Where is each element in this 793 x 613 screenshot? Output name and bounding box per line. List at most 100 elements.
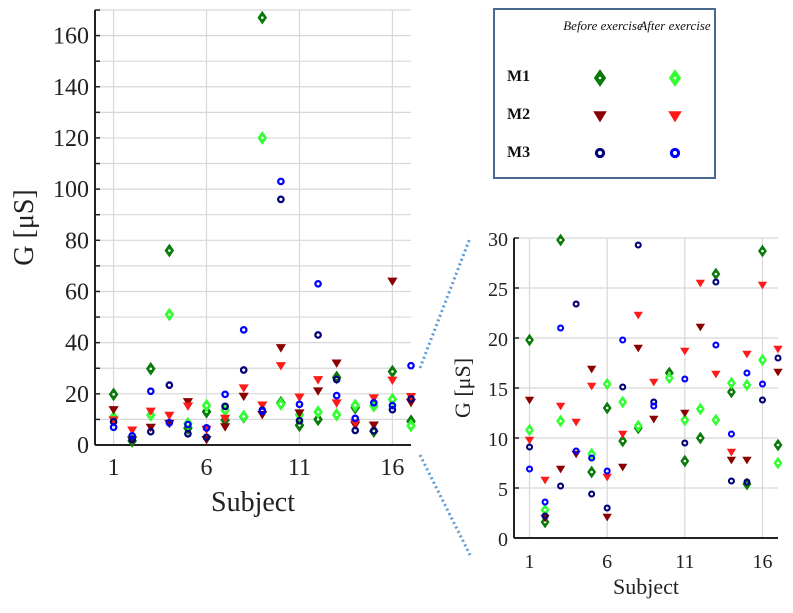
- inset-point-m1-after-exercise-center: [683, 418, 687, 422]
- inset-point-m3-after-exercise: [526, 465, 534, 473]
- main-point-m3-after-exercise: [202, 424, 211, 432]
- main-point-m2-before-exercise: [182, 398, 194, 407]
- main-point-m3-after-exercise: [184, 420, 192, 429]
- main-point-m2-after-exercise: [350, 419, 361, 428]
- main-y-tick-label: 40: [65, 331, 89, 357]
- main-point-m1-after-exercise-center: [168, 313, 171, 316]
- inset-point-m2-after-exercise: [649, 378, 659, 387]
- inset-y-tick-label: 25: [488, 279, 508, 301]
- inset-point-m2-after-exercise: [711, 370, 721, 379]
- main-point-m3-before-exercise: [221, 402, 229, 411]
- legend-markers: [593, 69, 682, 159]
- inset-point-m2-before-exercise: [773, 368, 783, 377]
- inset-point-m1-before-exercise-center: [621, 439, 625, 443]
- inset-point-m3-after-exercise: [603, 467, 611, 475]
- main-point-m1-after-exercise-center: [353, 404, 357, 407]
- main-point-m2-after-exercise: [257, 401, 268, 410]
- main-point-m3-before-exercise: [184, 429, 192, 438]
- inset-y-tick-label: 20: [488, 329, 508, 351]
- legend-marker-m2-after-exercise: [668, 111, 682, 123]
- legend-label-m2: M2: [507, 106, 531, 123]
- inset-y-tick-label: 0: [498, 529, 508, 551]
- main-point-m2-after-exercise: [331, 399, 342, 408]
- inset-point-m1-before-exercise-center: [683, 459, 687, 463]
- inset-point-m1-after-exercise-center: [745, 383, 749, 387]
- inset-point-m1-after-exercise-center: [636, 424, 640, 428]
- inset-point-m1-before-exercise-center: [590, 470, 593, 474]
- inset-y-tick-label: 15: [488, 379, 508, 401]
- inset-point-m2-after-exercise: [695, 279, 706, 288]
- main-point-m2-before-exercise: [294, 409, 305, 418]
- inset-point-m3-before-exercise: [588, 490, 596, 498]
- zoom-connector-top: [418, 237, 472, 369]
- inset-point-m1-after-exercise-center: [730, 381, 733, 385]
- main-point-m3-after-exercise: [109, 423, 118, 432]
- main-point-m1-after-exercise-center: [205, 404, 208, 407]
- main-point-m3-before-exercise: [202, 433, 211, 442]
- inset-point-m1-before-exercise-center: [559, 238, 562, 242]
- main-point-m3-after-exercise: [221, 390, 229, 399]
- inset-point-m2-after-exercise: [555, 402, 566, 411]
- main-point-m1-before-exercise-center: [372, 429, 376, 433]
- main-x-tick-label: 11: [288, 455, 311, 481]
- main-point-m3-after-exercise: [407, 361, 415, 370]
- inset-point-m2-after-exercise: [633, 311, 643, 320]
- main-y-tick-label: 120: [53, 126, 89, 152]
- inset-point-m3-after-exercise: [727, 430, 735, 438]
- main-point-m1-before-exercise-center: [112, 393, 115, 396]
- main-point-m2-before-exercise: [387, 277, 398, 287]
- inset-point-m2-after-exercise: [540, 476, 550, 485]
- inset-point-m3-before-exercise: [619, 383, 627, 391]
- main-point-m3-before-exercise: [314, 331, 322, 339]
- main-point-m3-after-exercise: [128, 431, 137, 440]
- inset-point-m3-before-exercise: [712, 278, 720, 286]
- main-point-m2-before-exercise: [108, 406, 119, 415]
- main-x-axis-label: Subject: [211, 487, 295, 518]
- inset-point-m1-after-exercise-center: [761, 358, 764, 362]
- main-point-m3-after-exercise: [165, 418, 174, 427]
- main-point-m2-after-exercise: [164, 411, 175, 421]
- inset-point-m3-after-exercise: [650, 402, 658, 410]
- main-point-m2-after-exercise: [182, 402, 194, 411]
- main-y-tick-label: 80: [65, 228, 89, 254]
- main-point-m2-before-exercise: [312, 387, 324, 396]
- inset-point-m3-after-exercise: [557, 324, 565, 332]
- inset-point-m3-before-exercise: [557, 482, 565, 490]
- legend-marker-m1-after-exercise-center: [673, 76, 677, 80]
- inset-point-m3-after-exercise: [681, 375, 689, 383]
- main-point-m3-before-exercise: [369, 426, 378, 435]
- main-point-m3-after-exercise: [388, 401, 397, 410]
- inset-point-m2-after-exercise: [524, 436, 535, 445]
- legend-marker-m3-after-exercise: [669, 147, 681, 159]
- main-point-m1-after-exercise-center: [279, 402, 283, 406]
- legend-marker-m1-before-exercise-center: [598, 76, 602, 80]
- inset-point-m2-before-exercise: [726, 456, 737, 465]
- legend-header-after: After exercise: [639, 18, 711, 33]
- inset-point-m3-after-exercise: [743, 369, 751, 377]
- main-point-m1-after-exercise-center: [260, 136, 264, 140]
- main-y-tick-label: 20: [65, 382, 89, 408]
- inset-y-tick-label: 30: [488, 229, 508, 251]
- main-point-m3-after-exercise: [146, 387, 155, 396]
- inset-point-m2-after-exercise: [757, 281, 768, 290]
- main-point-m1-before-exercise-center: [168, 249, 171, 252]
- inset-point-m2-after-exercise: [602, 473, 612, 482]
- main-y-axis-label: G [μS]: [9, 189, 40, 265]
- main-point-m2-after-exercise: [294, 393, 305, 402]
- inset-point-m2-before-exercise: [555, 465, 566, 474]
- inset-point-m3-before-exercise: [634, 241, 642, 249]
- inset-point-m1-after-exercise-center: [667, 376, 671, 380]
- main-point-m2-after-exercise: [368, 394, 379, 403]
- inset-point-m3-before-exercise: [681, 439, 689, 447]
- main-point-m2-after-exercise: [108, 416, 119, 425]
- main-point-m2-after-exercise: [127, 426, 138, 435]
- main-point-m2-after-exercise: [220, 414, 231, 424]
- main-point-m3-after-exercise: [277, 177, 285, 186]
- main-point-m3-after-exercise: [369, 398, 378, 407]
- legend-label-m1: M1: [507, 68, 531, 85]
- inset-point-m2-before-exercise: [524, 396, 535, 405]
- main-point-m1-after-exercise-center: [335, 413, 338, 417]
- inset-point-m1-before-exercise-center: [776, 443, 780, 447]
- inset-point-m1-after-exercise-center: [714, 418, 718, 422]
